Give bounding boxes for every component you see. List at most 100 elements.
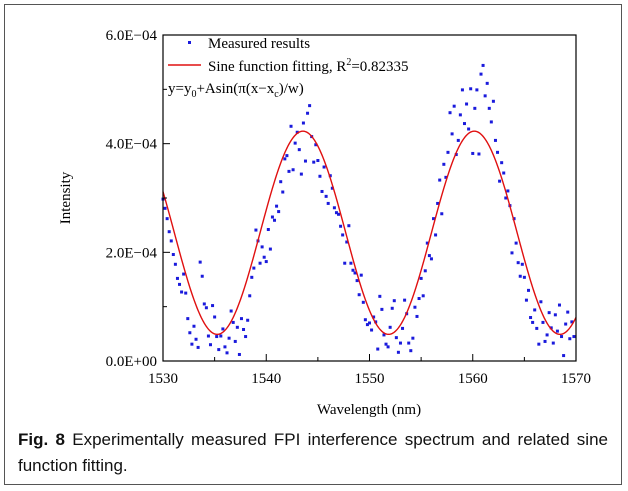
measured-point-79 <box>324 194 328 198</box>
measured-point-47 <box>258 261 262 265</box>
measured-point-65 <box>295 130 299 134</box>
measured-point-52 <box>268 247 272 251</box>
measured-point-29 <box>221 327 225 331</box>
legend-label-fit-value: =0.82335 <box>351 59 408 75</box>
measured-point-20 <box>202 302 206 306</box>
formula-part: y=y <box>168 81 192 97</box>
measured-point-78 <box>322 165 326 169</box>
measured-point-45 <box>254 228 258 232</box>
measured-point-159 <box>489 120 493 124</box>
measured-point-32 <box>227 336 231 340</box>
formula-part: +Asin(π(x−x <box>196 81 274 97</box>
measured-points-group <box>161 63 576 358</box>
measured-point-7 <box>175 276 179 280</box>
measured-point-77 <box>320 189 324 193</box>
measured-point-59 <box>283 157 287 161</box>
measured-point-19 <box>200 274 204 278</box>
measured-point-34 <box>231 320 235 324</box>
y-axis: 0.0E+00 2.0E−04 4.0E−04 6.0E−04 <box>106 28 170 370</box>
legend-marker-measured <box>188 41 191 44</box>
measured-point-91 <box>349 261 353 265</box>
legend-label-fit-sup: 2 <box>346 57 351 68</box>
measured-point-70 <box>306 111 310 115</box>
measured-point-185 <box>543 339 547 343</box>
measured-point-44 <box>252 266 256 270</box>
measured-point-9 <box>180 290 184 294</box>
measured-point-88 <box>343 261 347 265</box>
measured-point-199 <box>572 335 576 339</box>
measured-point-193 <box>560 335 564 339</box>
measured-point-154 <box>479 72 483 76</box>
measured-point-126 <box>421 294 425 298</box>
measured-point-186 <box>545 333 549 337</box>
measured-point-167 <box>506 189 510 193</box>
measured-point-132 <box>434 233 438 237</box>
measured-point-134 <box>438 178 442 182</box>
measured-point-33 <box>229 309 233 313</box>
measured-point-48 <box>260 245 264 249</box>
measured-point-68 <box>301 121 305 125</box>
figure-panel: 1530 1540 1550 1560 1570 0.0E+00 2.0E−04 4.0E−… <box>4 4 622 485</box>
y-axis-label: Intensity <box>58 171 74 224</box>
measured-point-190 <box>553 313 557 317</box>
measured-point-158 <box>487 106 491 110</box>
measured-point-93 <box>353 271 357 275</box>
measured-point-80 <box>326 201 330 205</box>
measured-point-184 <box>541 320 545 324</box>
measured-point-18 <box>198 260 202 264</box>
measured-point-183 <box>539 300 543 304</box>
measured-point-98 <box>363 318 367 322</box>
measured-point-97 <box>361 300 365 304</box>
measured-point-105 <box>378 294 382 298</box>
measured-point-115 <box>398 341 402 345</box>
measured-point-145 <box>460 88 464 92</box>
measured-point-76 <box>318 174 322 178</box>
measured-point-173 <box>518 274 522 278</box>
measured-point-42 <box>248 294 252 298</box>
formula-annotation: y=y0+Asin(π(x−xc)/w) <box>168 81 304 100</box>
measured-point-198 <box>570 320 574 324</box>
measured-point-74 <box>314 143 318 147</box>
measured-point-58 <box>281 190 285 194</box>
measured-point-96 <box>359 273 363 277</box>
measured-point-38 <box>239 317 243 321</box>
x-axis-label: Wavelength (nm) <box>317 402 421 418</box>
measured-point-189 <box>551 341 555 345</box>
measured-point-94 <box>355 279 359 283</box>
measured-point-22 <box>206 334 210 338</box>
measured-point-157 <box>485 81 489 85</box>
measured-point-139 <box>448 111 452 115</box>
measured-point-163 <box>498 179 502 183</box>
measured-point-137 <box>444 175 448 179</box>
measured-point-35 <box>233 339 237 343</box>
measured-point-133 <box>436 201 440 205</box>
measured-point-162 <box>496 150 500 154</box>
measured-point-25 <box>213 315 217 319</box>
measured-point-192 <box>557 303 561 307</box>
measured-point-176 <box>524 298 528 302</box>
measured-point-187 <box>547 311 551 315</box>
measured-point-26 <box>215 335 219 339</box>
measured-point-83 <box>332 206 336 210</box>
measured-point-1 <box>163 206 167 210</box>
measured-point-100 <box>368 321 371 325</box>
measured-point-172 <box>516 261 520 265</box>
measured-point-152 <box>475 88 479 92</box>
measured-point-64 <box>293 141 297 145</box>
measured-point-55 <box>275 204 279 208</box>
measured-point-149 <box>469 87 473 91</box>
measured-point-194 <box>562 354 566 358</box>
measured-point-180 <box>533 308 537 312</box>
measured-point-130 <box>429 257 433 261</box>
measured-point-120 <box>409 349 413 353</box>
measured-point-104 <box>376 347 380 351</box>
measured-point-113 <box>394 336 398 340</box>
measured-point-4 <box>169 239 173 243</box>
measured-point-136 <box>442 162 446 166</box>
measured-point-43 <box>250 275 254 279</box>
measured-point-2 <box>165 217 169 221</box>
measured-point-53 <box>270 215 274 219</box>
measured-point-11 <box>184 291 188 295</box>
measured-point-95 <box>357 293 361 297</box>
measured-point-86 <box>339 224 343 228</box>
